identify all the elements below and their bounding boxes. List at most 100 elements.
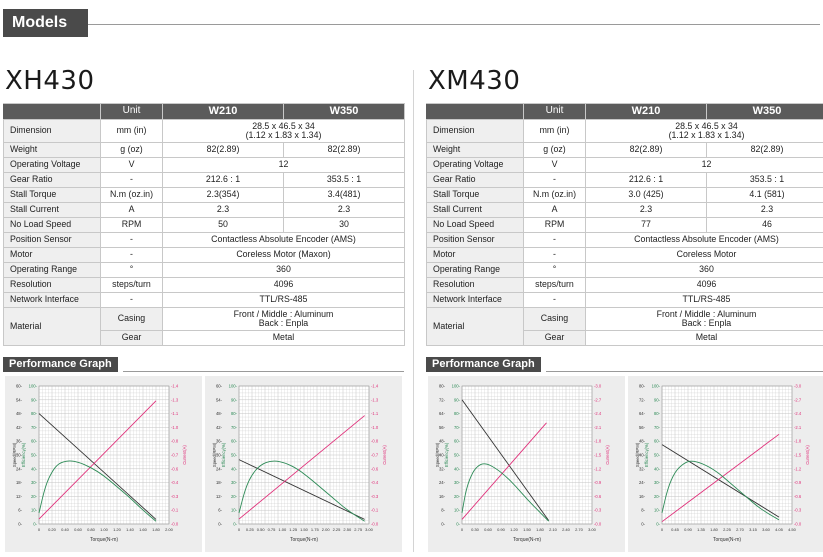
spec-unit: - bbox=[523, 232, 586, 248]
spec-row: Dimension mm (in) 28.5 x 46.5 x 34 (1.12 … bbox=[426, 119, 823, 143]
spec-value: 46 bbox=[706, 217, 823, 233]
efficiency-tick-label: 90- bbox=[231, 397, 238, 402]
current-tick-label: -0.3 bbox=[794, 508, 802, 513]
models-heading: Models bbox=[12, 14, 68, 31]
efficiency-tick-label: 90- bbox=[454, 397, 461, 402]
spec-unit: mm (in) bbox=[523, 119, 586, 143]
x-tick-label: 1.20 bbox=[113, 527, 122, 532]
current-tick-label: -1.0 bbox=[371, 425, 379, 430]
efficiency-tick-label: 40- bbox=[454, 466, 461, 471]
spec-label: Resolution bbox=[3, 277, 101, 293]
spec-unit: - bbox=[523, 292, 586, 308]
spec-row: Motor - Coreless Motor (Maxon) bbox=[3, 247, 405, 263]
x-tick-label: 0.40 bbox=[61, 527, 70, 532]
performance-rule bbox=[546, 371, 823, 372]
x-tick-label: 2.00 bbox=[322, 527, 331, 532]
efficiency-series-line bbox=[238, 460, 365, 522]
x-tick-label: 3.15 bbox=[749, 527, 758, 532]
speed-series-line bbox=[238, 459, 365, 520]
efficiency-series-line bbox=[38, 460, 157, 522]
spec-label: Network Interface bbox=[3, 292, 101, 308]
efficiency-tick-label: 100- bbox=[652, 384, 661, 389]
spec-unit: A bbox=[523, 202, 586, 218]
x-tick-label: 1.75 bbox=[311, 527, 320, 532]
speed-tick-label: 12- bbox=[16, 494, 23, 499]
spec-label: Position Sensor bbox=[3, 232, 101, 248]
spec-row-gear: Gear Metal bbox=[4, 330, 405, 346]
spec-value: 212.6 : 1 bbox=[162, 172, 284, 188]
efficiency-tick-label: 30- bbox=[31, 480, 38, 485]
current-tick-label: -1.5 bbox=[794, 453, 802, 458]
spec-row: Operating Voltage V 12 bbox=[3, 157, 405, 173]
efficiency-tick-label: 100- bbox=[452, 384, 461, 389]
efficiency-tick-label: 70- bbox=[31, 425, 38, 430]
efficiency-tick-label: 80- bbox=[454, 411, 461, 416]
speed-tick-label: 56- bbox=[439, 425, 446, 430]
efficiency-axis-label: Efficiency(%) bbox=[21, 442, 26, 467]
spec-value: 28.5 x 46.5 x 34 (1.12 x 1.83 x 1.34) bbox=[585, 119, 823, 143]
x-tick-label: 0.25 bbox=[246, 527, 255, 532]
spec-label: Stall Current bbox=[3, 202, 101, 218]
efficiency-axis-label: Efficiency(%) bbox=[644, 442, 649, 467]
spec-value: 2.3 bbox=[706, 202, 823, 218]
x-tick-label: 2.00 bbox=[165, 527, 174, 532]
speed-tick-label: 42- bbox=[216, 425, 223, 430]
current-tick-label: -0.0 bbox=[171, 522, 179, 527]
x-tick-label: 0 bbox=[461, 527, 464, 532]
spec-value: Coreless Motor bbox=[585, 247, 823, 263]
x-tick-label: 0.75 bbox=[268, 527, 277, 532]
performance-graph: 0- 8- 16- 24- 32- 40- 48- 56- 64- 72- 80- 0- 10- 20- 3… bbox=[628, 376, 823, 552]
x-tick-label: 4.50 bbox=[788, 527, 797, 532]
spec-sublabel: Gear bbox=[523, 330, 586, 346]
performance-chart: 0- 8- 16- 24- 32- 40- 48- 56- 64- 72- 80- 0- 10- 20- 3… bbox=[435, 384, 610, 544]
current-series-line bbox=[38, 400, 157, 520]
spec-value: 12 bbox=[162, 157, 405, 173]
x-tick-label: 1.25 bbox=[289, 527, 298, 532]
speed-tick-label: 48- bbox=[216, 411, 223, 416]
speed-tick-label: 24- bbox=[216, 466, 223, 471]
spec-row: Weight g (oz) 82(2.89) 82(2.89) bbox=[426, 142, 823, 158]
x-axis-label: Torque(N-m) bbox=[290, 537, 318, 543]
efficiency-tick-label: 60- bbox=[31, 439, 38, 444]
spec-label: Stall Torque bbox=[426, 187, 524, 203]
x-tick-label: 0.80 bbox=[87, 527, 96, 532]
current-series-line bbox=[661, 433, 780, 523]
efficiency-tick-label: 100- bbox=[229, 384, 238, 389]
current-tick-label: -0.1 bbox=[171, 508, 179, 513]
speed-tick-label: 16- bbox=[639, 494, 646, 499]
spec-label: Material bbox=[3, 307, 101, 346]
current-tick-label: -0.9 bbox=[594, 480, 602, 485]
spec-value: 3.4(481) bbox=[283, 187, 405, 203]
x-tick-label: 0.60 bbox=[484, 527, 493, 532]
current-tick-label: -0.3 bbox=[171, 494, 179, 499]
current-tick-label: -0.0 bbox=[594, 522, 602, 527]
performance-chart: 0- 8- 16- 24- 32- 40- 48- 56- 64- 72- 80- 0- 10- 20- 3… bbox=[635, 384, 810, 544]
performance-graph: 0- 6- 12- 18- 24- 30- 36- 42- 48- 54- 60- 0- 10- 20- 3… bbox=[5, 376, 202, 552]
x-tick-label: 4.05 bbox=[775, 527, 784, 532]
efficiency-series-line bbox=[461, 463, 549, 522]
spec-row: Gear Ratio -212.6 : 1 353.5 : 1 bbox=[3, 172, 405, 188]
speed-series-line bbox=[661, 444, 780, 518]
variant-header: W350 bbox=[283, 103, 405, 120]
x-tick-label: 0 bbox=[238, 527, 241, 532]
plot-frame bbox=[38, 385, 170, 525]
spec-row: Operating Voltage V 12 bbox=[426, 157, 823, 173]
current-tick-label: -0.0 bbox=[794, 522, 802, 527]
x-tick-label: 0 bbox=[661, 527, 664, 532]
unit-header: Unit bbox=[100, 103, 163, 120]
x-tick-label: 0.60 bbox=[74, 527, 83, 532]
current-tick-label: -1.3 bbox=[371, 397, 379, 402]
speed-tick-label: 18- bbox=[216, 480, 223, 485]
spec-value: TTL/RS-485 bbox=[585, 292, 823, 308]
efficiency-tick-label: 20- bbox=[231, 494, 238, 499]
spec-value: Front / Middle : Aluminum Back : Enpla bbox=[162, 307, 405, 331]
spec-table: Unit W210 W350 Dimension mm (in) 28.5 x 4… bbox=[3, 103, 405, 346]
efficiency-tick-label: 60- bbox=[654, 439, 661, 444]
column-divider bbox=[413, 70, 414, 552]
spec-row: Motor - Coreless Motor bbox=[426, 247, 823, 263]
spec-label: Weight bbox=[3, 142, 101, 158]
efficiency-tick-label: 50- bbox=[31, 453, 38, 458]
spec-row: Gear Ratio -212.6 : 1 353.5 : 1 bbox=[426, 172, 823, 188]
efficiency-tick-label: 20- bbox=[654, 494, 661, 499]
x-tick-label: 1.00 bbox=[100, 527, 109, 532]
